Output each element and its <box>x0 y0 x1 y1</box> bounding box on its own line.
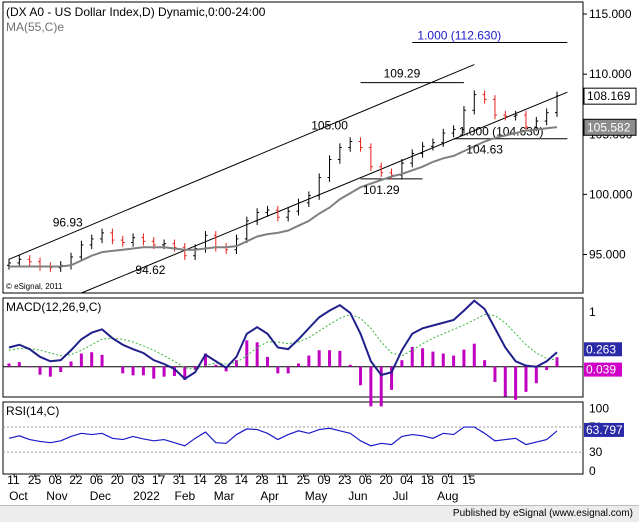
chart-canvas: 115.000 110.000 105.00 0 100.000 95.000 1.000 … <box>2 1 637 503</box>
x-day-label: 22 <box>69 473 83 487</box>
level-label: 1.000 (112.630) <box>417 29 501 43</box>
macd-signal-line <box>8 313 558 371</box>
rsi-tick-label: 0 <box>589 464 596 478</box>
watermark: © eSignal, 2011 <box>6 282 63 291</box>
macd-tick-label: 1 <box>589 305 596 319</box>
x-month-label: Feb <box>175 489 196 503</box>
annotation-label: 109.29 <box>384 67 421 81</box>
price-tick-label: 115.000 <box>589 7 632 21</box>
annotation-label: 105.00 <box>311 118 348 132</box>
x-day-label: 17 <box>152 473 166 487</box>
x-axis: 11 25 08 22 06 20 03 17 31 14 28 14 28 11 25 09 23 06 20 04… <box>7 473 476 503</box>
panel-frame-0 <box>2 1 584 294</box>
rsi-value-badge <box>584 422 624 437</box>
x-day-label: 04 <box>400 473 414 487</box>
rsi-line <box>8 426 558 447</box>
x-day-label: 31 <box>173 473 187 487</box>
annotation-label: 104.63 <box>466 143 503 157</box>
last-price-badge <box>583 87 637 105</box>
x-month-label: Dec <box>90 489 111 503</box>
last-price-badge <box>583 118 637 136</box>
x-day-label: 11 <box>276 473 289 487</box>
annotation-label: 101.29 <box>363 183 400 197</box>
x-month-label: Apr <box>260 489 279 503</box>
x-day-label: 15 <box>462 473 476 487</box>
chart-title: (DX A0 - US Dollar Index,D) Dynamic,0:00… <box>6 5 266 19</box>
rsi-tick-label: 30 <box>589 445 603 459</box>
panel-frame-1 <box>2 297 584 398</box>
ma-55-line <box>9 126 558 268</box>
x-day-label: 25 <box>297 473 311 487</box>
x-month-label: Jul <box>393 489 408 503</box>
x-month-label: Jun <box>348 489 367 503</box>
panel-frame-2 <box>2 401 584 475</box>
x-month-label: Aug <box>437 489 458 503</box>
x-month-label: Nov <box>46 489 67 503</box>
x-day-label: 11 <box>7 473 20 487</box>
panel-frames <box>2 1 584 475</box>
ma-indicator-label: MA(55,C)e <box>6 20 64 34</box>
rsi-value-badge-label: 63.797 <box>586 423 623 437</box>
last-price-badge-label: 105.582 <box>587 120 631 134</box>
x-month-label: Oct <box>9 489 28 503</box>
x-month-label: 2022 <box>133 489 160 503</box>
last-price-badge-label: 108.169 <box>587 89 631 103</box>
macd-value-badge <box>584 342 622 357</box>
annotation-label: 94.62 <box>135 263 165 277</box>
x-day-label: 09 <box>317 473 331 487</box>
x-day-label: 18 <box>421 473 435 487</box>
x-day-label: 14 <box>235 473 249 487</box>
x-month-label: Mar <box>214 489 235 503</box>
macd-line <box>8 299 558 381</box>
macd-value-badge <box>584 362 622 377</box>
macd-value-badge-label: 0.039 <box>586 363 616 377</box>
x-day-label: 01 <box>441 473 455 487</box>
annotation-label: 96.93 <box>53 215 83 229</box>
x-day-label: 06 <box>90 473 104 487</box>
macd-title: MACD(12,26,9,C) <box>6 300 101 314</box>
x-day-label: 08 <box>49 473 63 487</box>
x-day-label: 20 <box>379 473 393 487</box>
x-day-label: 28 <box>255 473 269 487</box>
trendline-0 <box>8 64 475 260</box>
price-tick-label: 95.000 <box>589 248 626 262</box>
x-day-label: 23 <box>338 473 352 487</box>
macd-value-badge-label: 0.263 <box>586 342 616 356</box>
publisher-credit: Published by eSignal (www.esignal.com) <box>452 508 633 519</box>
x-day-label: 28 <box>214 473 228 487</box>
x-day-label: 06 <box>359 473 373 487</box>
footer-bar: Published by eSignal (www.esignal.com) <box>0 505 639 522</box>
price-tick-label: 110.000 <box>589 67 632 81</box>
trendline-1 <box>81 91 568 294</box>
rsi-title: RSI(14,C) <box>6 404 59 418</box>
level-label: 1.000 (104.630) <box>459 125 544 139</box>
x-day-label: 14 <box>193 473 207 487</box>
rsi-tick-label: 100 <box>589 401 609 415</box>
price-panel: 115.000110.000105.000100.00095.0001.000 … <box>6 5 637 294</box>
x-day-label: 20 <box>111 473 125 487</box>
price-tick-label: 100.000 <box>589 187 633 201</box>
x-day-label: 03 <box>131 473 145 487</box>
x-day-label: 25 <box>28 473 42 487</box>
x-month-label: May <box>305 489 328 503</box>
